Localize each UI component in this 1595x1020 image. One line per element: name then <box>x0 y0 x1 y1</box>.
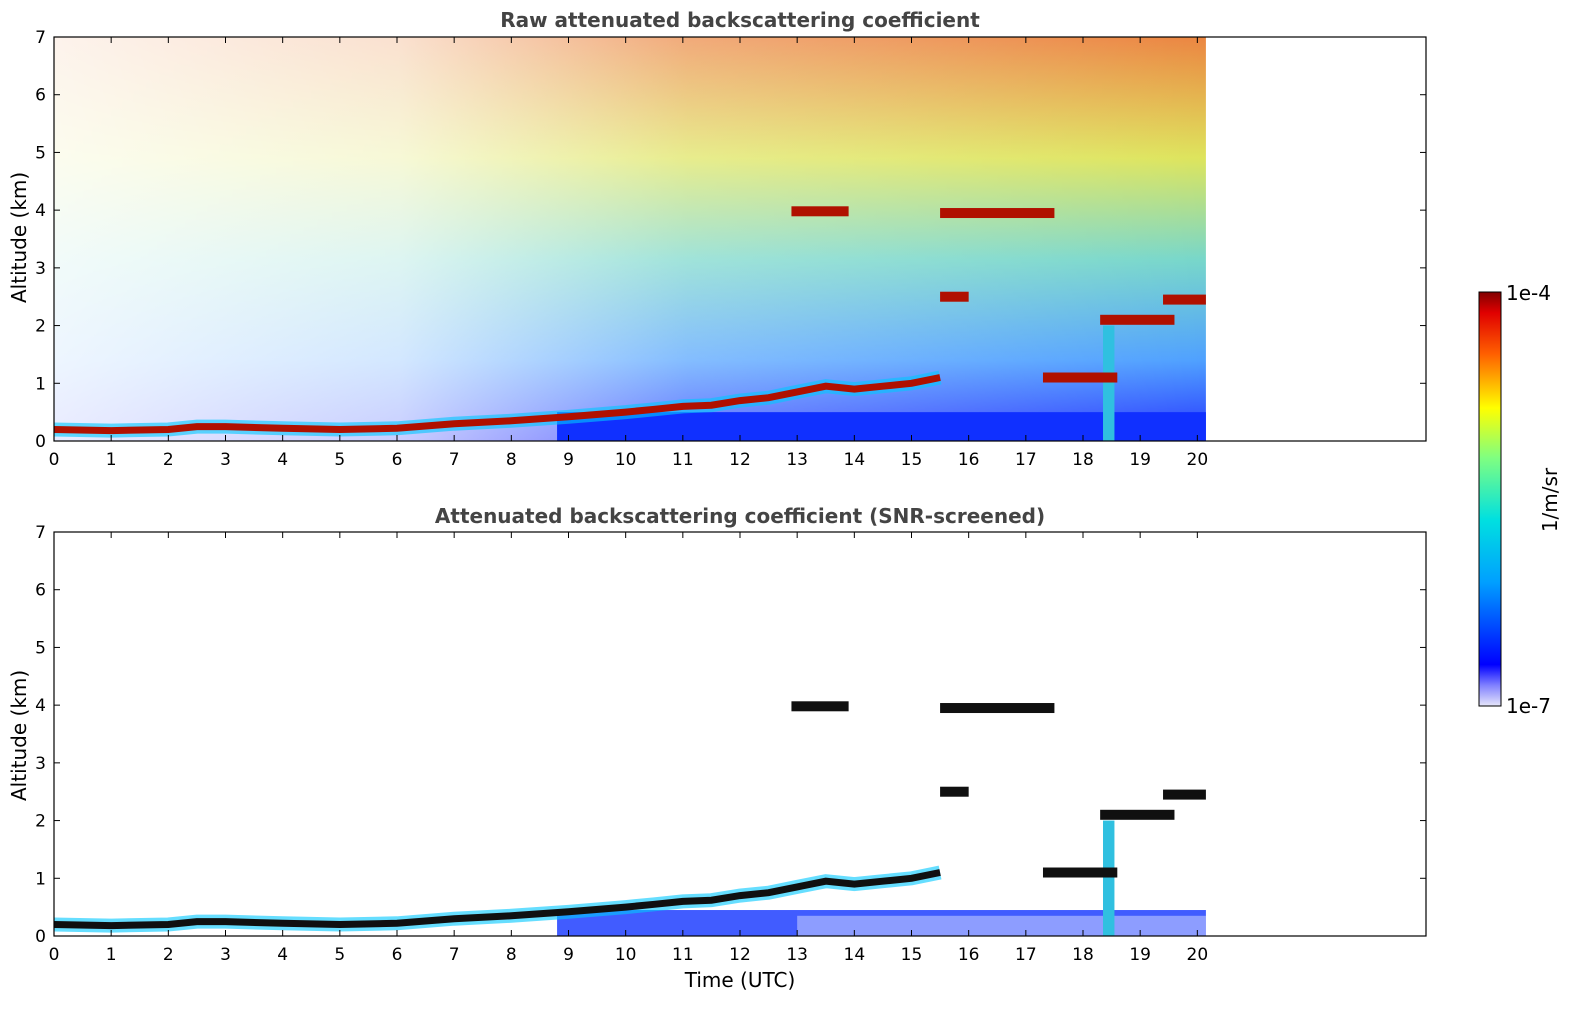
x-tick-label: 14 <box>844 945 866 965</box>
x-tick-label: 19 <box>1129 450 1151 470</box>
colorbar <box>1478 291 1502 707</box>
cloud-layer-2 <box>791 701 849 712</box>
x-tick-label: 9 <box>563 450 574 470</box>
x-tick-label: 12 <box>729 450 751 470</box>
cloud-layer-2 <box>791 206 849 217</box>
x-tick-label: 11 <box>672 945 694 965</box>
x-tick-label: 1 <box>106 945 117 965</box>
cloud-layer-6 <box>1042 867 1118 878</box>
x-tick-label: 8 <box>506 450 517 470</box>
y-tick-label: 3 <box>35 259 46 279</box>
x-tick-label: 15 <box>901 945 923 965</box>
x-tick-label: 5 <box>334 450 345 470</box>
x-tick-label: 18 <box>1072 450 1094 470</box>
y-tick-label: 2 <box>35 317 46 337</box>
colorbar-min-label: 1e-7 <box>1506 694 1551 718</box>
y-tick-label: 2 <box>35 812 46 832</box>
y-tick-label: 5 <box>35 638 46 658</box>
screened-gap <box>797 915 1206 936</box>
x-tick-label: 7 <box>449 945 460 965</box>
x-tick-label: 4 <box>277 450 288 470</box>
cloud-layer-5 <box>1100 809 1175 820</box>
x-tick-label: 0 <box>49 450 60 470</box>
y-tick-label: 1 <box>35 374 46 394</box>
x-tick-label: 10 <box>615 450 637 470</box>
x-tick-label: 5 <box>334 945 345 965</box>
boundary-layer-top <box>53 374 941 435</box>
x-tick-label: 13 <box>786 450 808 470</box>
y-tick-label: 6 <box>35 581 46 601</box>
top-chart-title: Raw attenuated backscattering coefficien… <box>500 8 980 32</box>
x-tick-label: 19 <box>1129 945 1151 965</box>
x-tick-label: 20 <box>1187 450 1209 470</box>
x-tick-label: 15 <box>901 450 923 470</box>
cloud-layer-4 <box>1163 789 1206 800</box>
plot-frame <box>53 531 1427 937</box>
cloud-layer-1 <box>940 208 1055 219</box>
x-tick-label: 0 <box>49 945 60 965</box>
x-tick-label: 1 <box>106 450 117 470</box>
x-tick-label: 10 <box>615 945 637 965</box>
cloud-layer-4 <box>1163 294 1206 305</box>
near-surface-band <box>557 910 1206 936</box>
plume-column <box>1103 325 1115 441</box>
y-tick-label: 1 <box>35 869 46 889</box>
x-tick-label: 16 <box>958 450 980 470</box>
colorbar-gradient <box>1478 291 1502 707</box>
low-signal-region <box>54 37 1206 441</box>
x-tick-label: 7 <box>449 450 460 470</box>
x-tick-label: 20 <box>1187 945 1209 965</box>
colorbar-max-label: 1e-4 <box>1506 281 1551 305</box>
y-tick-label: 0 <box>35 927 46 947</box>
x-tick-label: 3 <box>220 945 231 965</box>
y-tick-label: 7 <box>35 523 46 543</box>
x-tick-label: 6 <box>392 450 403 470</box>
x-tick-label: 11 <box>672 450 694 470</box>
y-tick-label: 4 <box>35 696 46 716</box>
x-tick-label: 4 <box>277 945 288 965</box>
boundary-layer-top <box>53 869 941 930</box>
y-tick-label: 7 <box>35 28 46 48</box>
plume-column <box>1103 820 1115 936</box>
x-tick-label: 18 <box>1072 945 1094 965</box>
x-tick-label: 17 <box>1015 450 1037 470</box>
bottom-x-axis-label: Time (UTC) <box>684 968 796 992</box>
y-tick-label: 0 <box>35 432 46 452</box>
x-tick-label: 13 <box>786 945 808 965</box>
x-tick-label: 17 <box>1015 945 1037 965</box>
y-tick-label: 3 <box>35 754 46 774</box>
bottom-chart-title: Attenuated backscattering coefficient (S… <box>434 504 1046 528</box>
cloud-layer-5 <box>1100 314 1175 325</box>
x-tick-label: 9 <box>563 945 574 965</box>
x-tick-label: 12 <box>729 945 751 965</box>
x-tick-label: 2 <box>163 450 174 470</box>
y-tick-label: 5 <box>35 143 46 163</box>
x-tick-label: 3 <box>220 450 231 470</box>
cloud-layer-3 <box>940 786 969 797</box>
x-tick-label: 2 <box>163 945 174 965</box>
cloud-layer-3 <box>940 291 969 302</box>
y-tick-label: 4 <box>35 201 46 221</box>
x-tick-label: 14 <box>844 450 866 470</box>
x-tick-label: 6 <box>392 945 403 965</box>
cloud-layer-6 <box>1042 372 1118 383</box>
y-tick-label: 6 <box>35 86 46 106</box>
colorbar-unit-label: 1/m/sr <box>1538 467 1562 533</box>
x-tick-label: 8 <box>506 945 517 965</box>
cloud-layer-1 <box>940 703 1055 714</box>
near-surface-band <box>557 412 1206 441</box>
x-tick-label: 16 <box>958 945 980 965</box>
